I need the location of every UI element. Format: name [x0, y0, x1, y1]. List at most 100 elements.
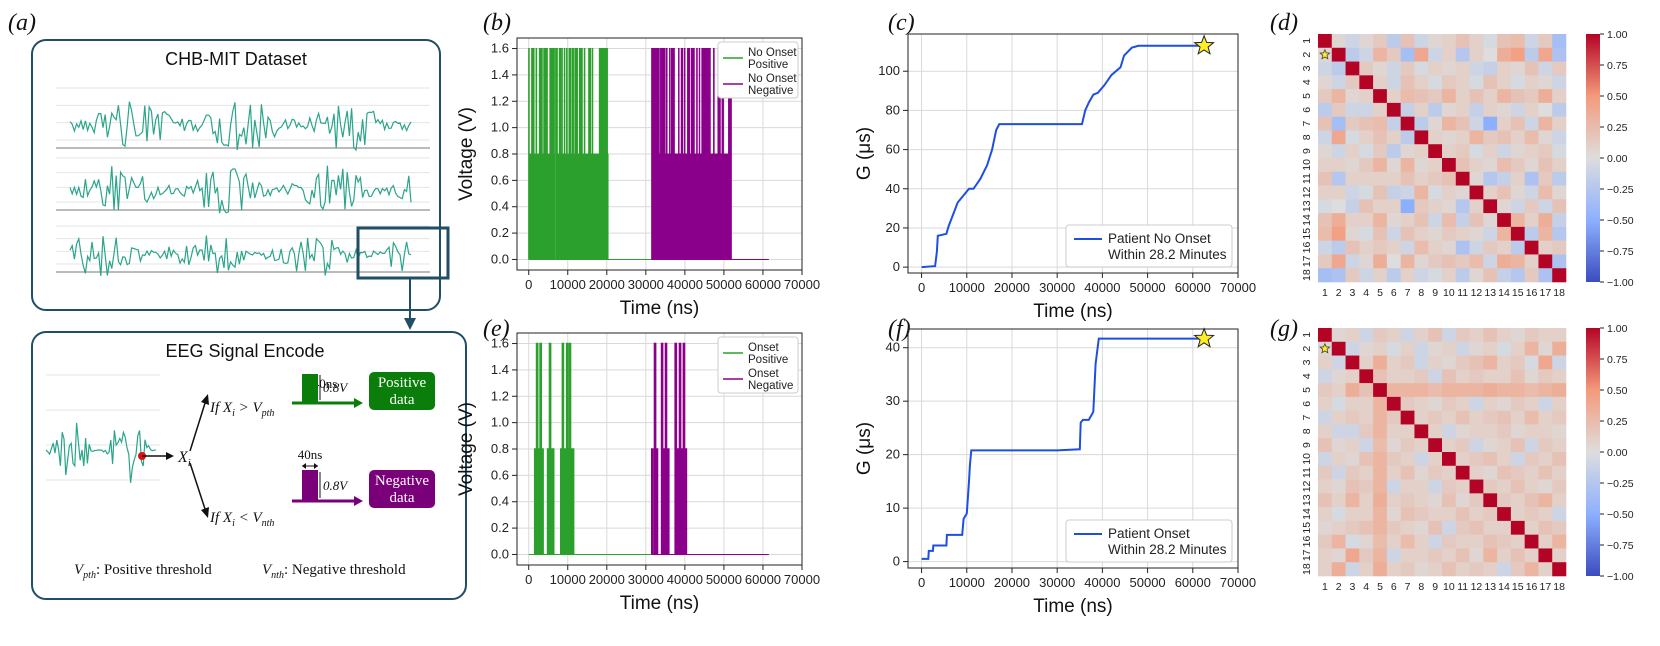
y-tick-label: 0.0	[491, 251, 509, 266]
heatmap-cell	[1359, 171, 1374, 186]
heatmap-cell	[1510, 185, 1525, 200]
heatmap-y-tick: 14	[1301, 508, 1313, 520]
heatmap-cell	[1510, 410, 1525, 425]
heatmap-cell	[1469, 465, 1484, 480]
heatmap-cell	[1400, 185, 1415, 200]
heatmap-cell	[1510, 158, 1525, 173]
heatmap-cell	[1510, 355, 1525, 370]
heatmap-cell	[1483, 254, 1498, 269]
heatmap-cell	[1552, 268, 1567, 283]
y-tick-label: 80	[886, 102, 900, 117]
heatmap-cell	[1552, 226, 1567, 241]
colorbar-tick-label: −0.75	[1607, 246, 1634, 258]
y-tick-label: 0.2	[491, 520, 509, 535]
heatmap-y-tick: 16	[1301, 242, 1313, 254]
heatmap-cell	[1331, 548, 1346, 563]
heatmap-cell	[1373, 75, 1388, 90]
heatmap-cell	[1442, 452, 1457, 467]
panel-label-f: (f)	[888, 316, 911, 342]
heatmap-cell	[1524, 520, 1539, 535]
heatmap-cell	[1386, 493, 1401, 508]
heatmap-cell	[1428, 328, 1443, 343]
heatmap-cell	[1538, 562, 1553, 577]
heatmap-cell	[1442, 171, 1457, 186]
y-tick-label: 0.4	[491, 199, 509, 214]
heatmap-cell	[1552, 89, 1567, 104]
heatmap-cell	[1414, 328, 1429, 343]
heatmap-cell	[1455, 507, 1470, 522]
heatmap-x-tick: 1	[1322, 287, 1328, 299]
legend-label: Within 28.2 Minutes	[1108, 247, 1227, 262]
heatmap-cell	[1414, 424, 1429, 439]
heatmap-cell	[1373, 479, 1388, 494]
heatmap-y-tick: 6	[1301, 401, 1313, 407]
heatmap-cell	[1428, 144, 1443, 159]
heatmap-cell	[1538, 328, 1553, 343]
heatmap-cell	[1552, 438, 1567, 453]
heatmap-cell	[1469, 424, 1484, 439]
heatmap-cell	[1400, 534, 1415, 549]
heatmap-cell	[1442, 341, 1457, 356]
heatmap-cell	[1400, 89, 1415, 104]
heatmap-cell	[1510, 171, 1525, 186]
heatmap-cell	[1455, 355, 1470, 370]
heatmap-cell	[1428, 102, 1443, 117]
heatmap-cell	[1359, 452, 1374, 467]
heatmap-cell	[1552, 562, 1567, 577]
heatmap-cell	[1331, 158, 1346, 173]
heatmap-y-tick: 11	[1301, 467, 1313, 478]
heatmap-cell	[1455, 158, 1470, 173]
heatmap-cell	[1386, 465, 1401, 480]
heatmap-cell	[1524, 254, 1539, 269]
heatmap-y-tick: 3	[1301, 359, 1313, 365]
heatmap-cell	[1483, 452, 1498, 467]
heatmap-cell	[1538, 61, 1553, 76]
heatmap-cell	[1373, 396, 1388, 411]
heatmap-cell	[1483, 34, 1498, 49]
heatmap-y-tick: 9	[1301, 148, 1313, 154]
heatmap-cell	[1400, 102, 1415, 117]
heatmap-cell	[1538, 268, 1553, 283]
heatmap-cell	[1400, 158, 1415, 173]
heatmap-cell	[1510, 534, 1525, 549]
plot-c-conductance-no-onset: 0 10000 20000 30000 40000 50000 60000 70000 0 20 4…	[854, 33, 1256, 322]
heatmap-cell	[1345, 341, 1360, 356]
heatmap-cell	[1331, 452, 1346, 467]
heatmap-cell	[1386, 130, 1401, 145]
heatmap-cell	[1414, 213, 1429, 228]
heatmap-cell	[1442, 424, 1457, 439]
heatmap-cell	[1414, 171, 1429, 186]
heatmap-x-tick: 12	[1471, 581, 1483, 593]
heatmap-cell	[1428, 89, 1443, 104]
heatmap-x-tick: 11	[1457, 581, 1468, 593]
heatmap-cell	[1483, 410, 1498, 425]
heatmap-cell	[1552, 61, 1567, 76]
heatmap-cell	[1552, 341, 1567, 356]
heatmap-star-marker	[1319, 342, 1331, 354]
heatmap-cell	[1386, 452, 1401, 467]
heatmap-cell	[1428, 34, 1443, 49]
heatmap-cell	[1428, 158, 1443, 173]
heatmap-cell	[1538, 369, 1553, 384]
heatmap-cell	[1414, 438, 1429, 453]
heatmap-x-tick: 5	[1377, 581, 1383, 593]
colorbar-tick-label: 0.75	[1607, 60, 1628, 72]
eeg-trace	[69, 165, 412, 214]
heatmap-cell	[1497, 383, 1512, 398]
pulse-width-label-neg: 40ns	[298, 447, 323, 462]
heatmap-cell	[1442, 438, 1457, 453]
x-tick-label: 0	[918, 575, 925, 590]
heatmap-cell	[1373, 548, 1388, 563]
heatmap-cell	[1552, 507, 1567, 522]
heatmap-cell	[1483, 396, 1498, 411]
heatmap-cell	[1455, 534, 1470, 549]
legend-label: Positive	[748, 354, 788, 366]
heatmap-x-tick: 17	[1539, 287, 1551, 299]
heatmap-cell	[1345, 383, 1360, 398]
heatmap-cell	[1510, 507, 1525, 522]
heatmap-cell	[1483, 61, 1498, 76]
heatmap-cell	[1510, 213, 1525, 228]
heatmap-cell	[1318, 548, 1333, 563]
heatmap-cell	[1483, 130, 1498, 145]
heatmap-cell	[1373, 89, 1388, 104]
